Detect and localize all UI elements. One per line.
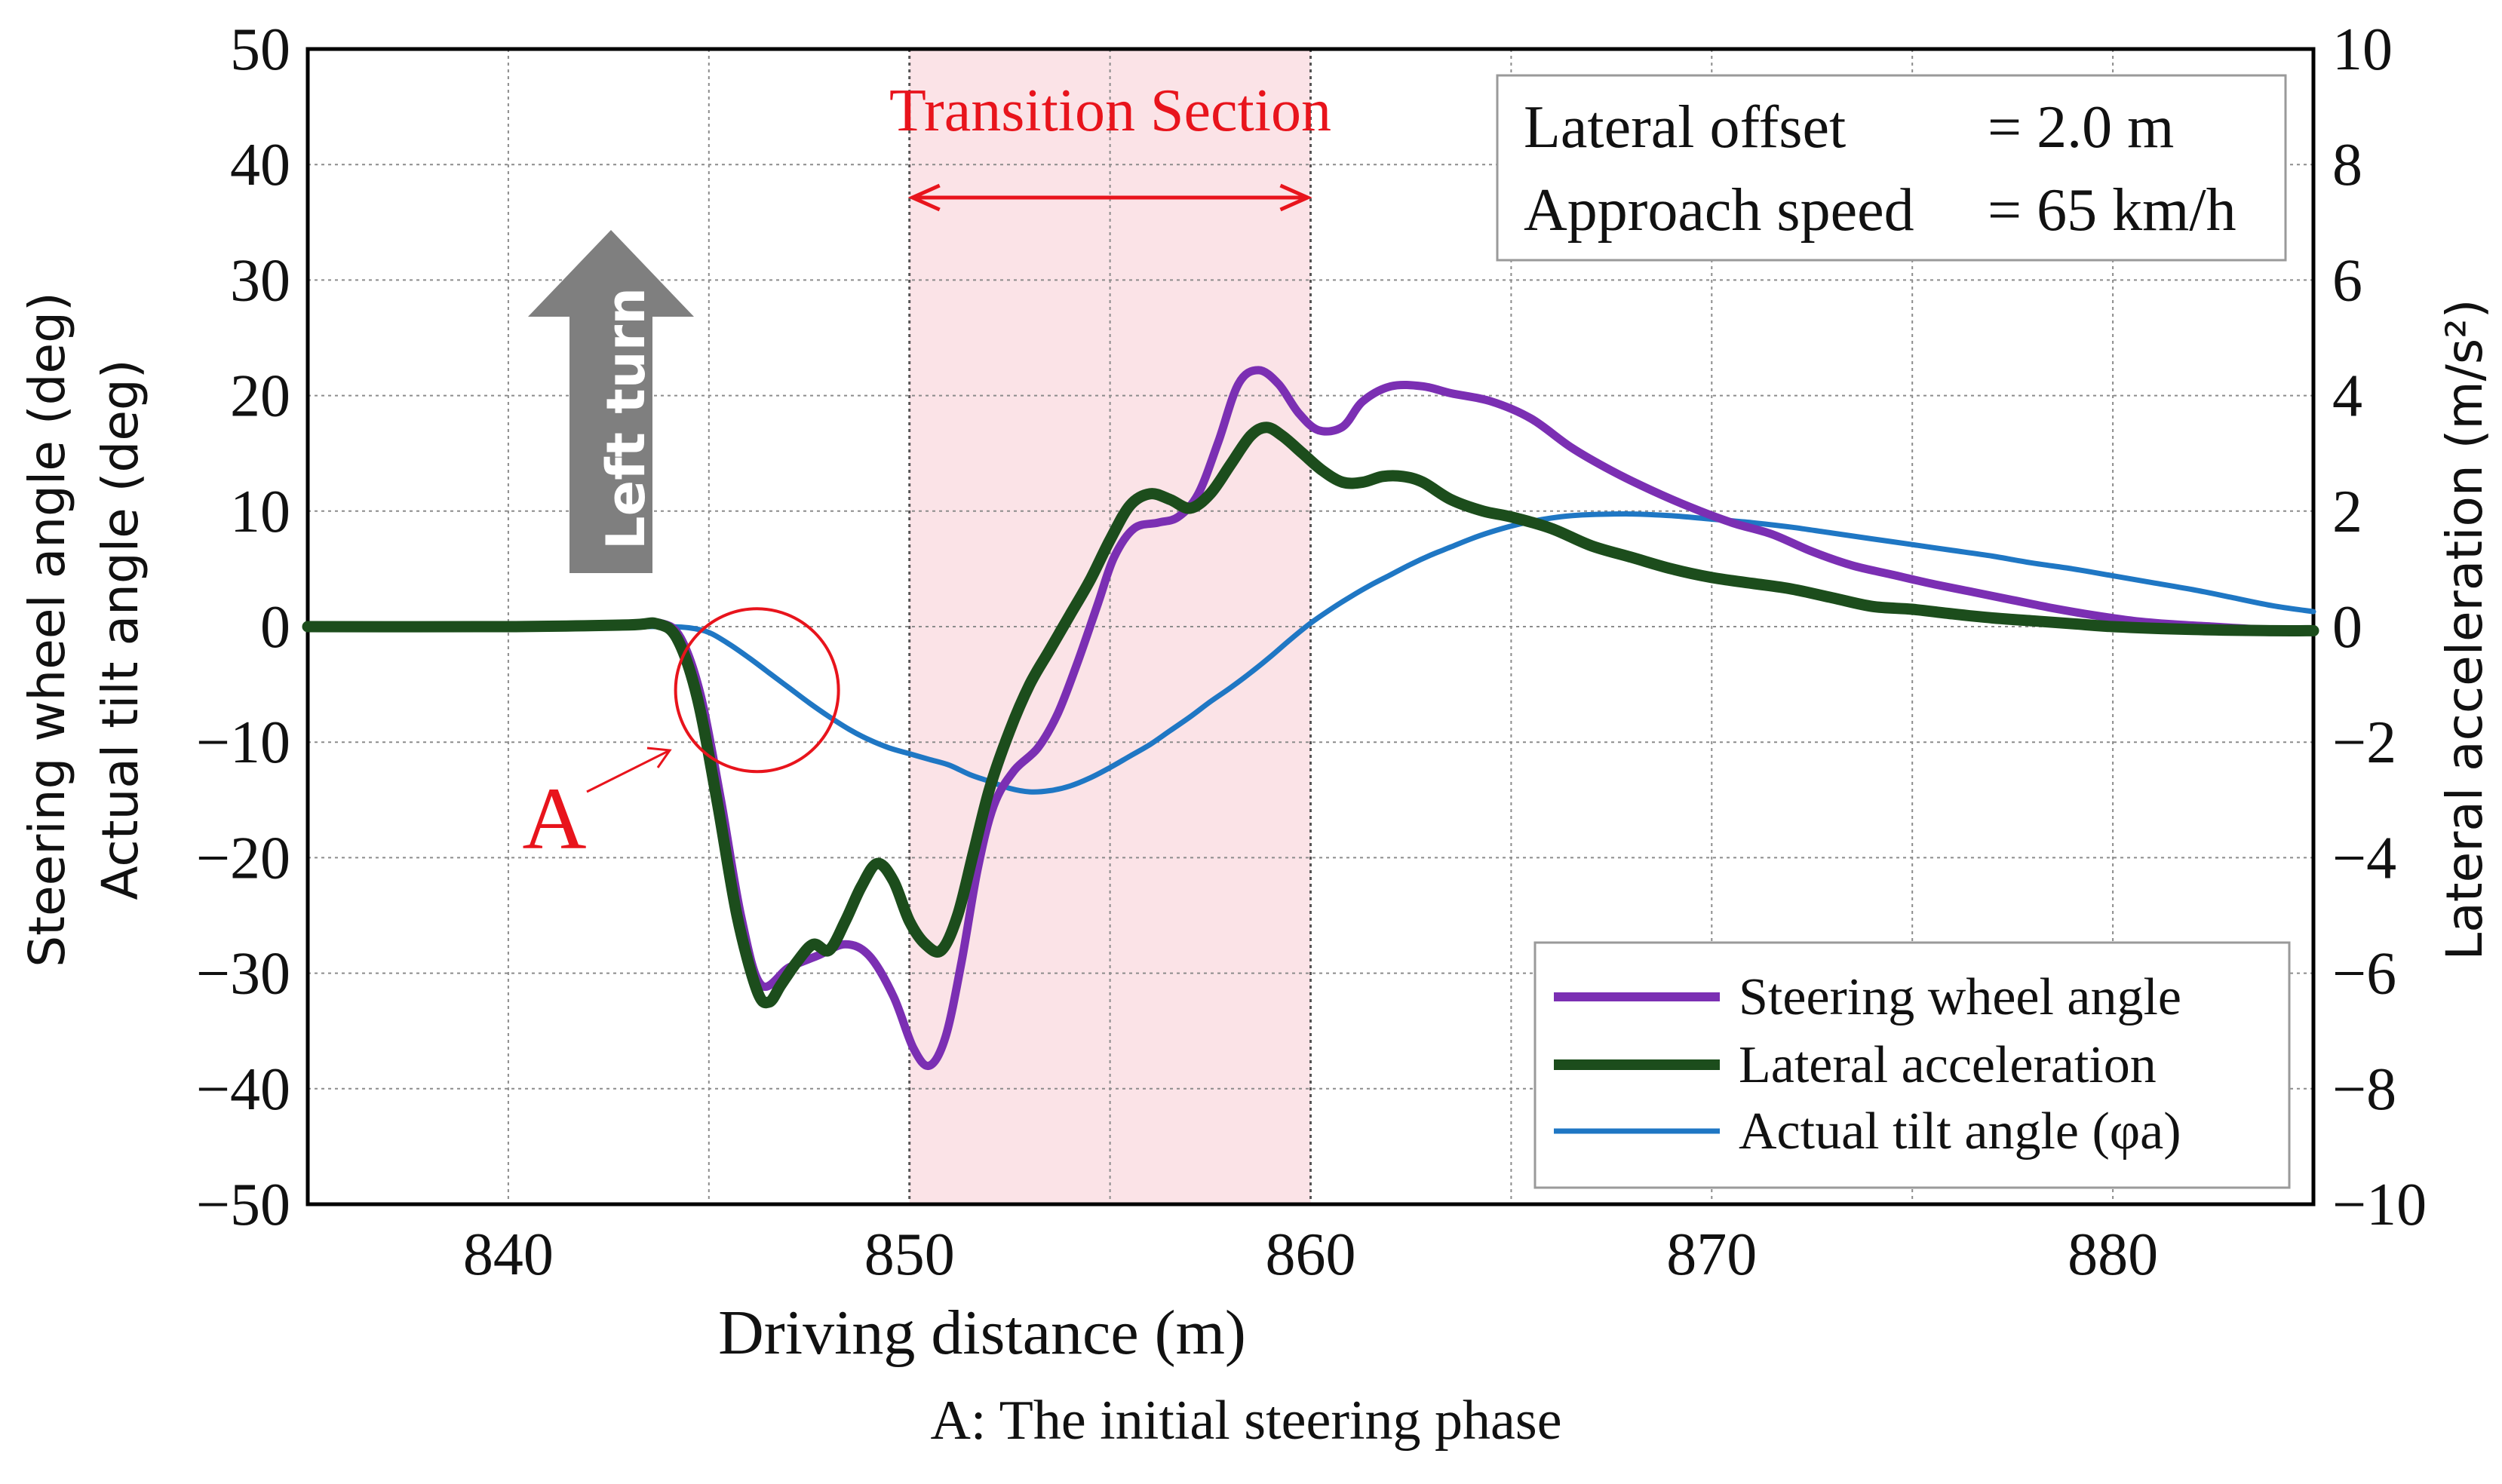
info-approach-speed-value: = 65 km/h bbox=[1988, 177, 2236, 244]
transition-arrow-left-head bbox=[907, 183, 941, 212]
annotation-pointer-head bbox=[646, 747, 672, 768]
series-line-2 bbox=[305, 511, 2316, 795]
annotation-a: A bbox=[522, 607, 840, 868]
left-y-tick-label: −10 bbox=[196, 710, 290, 776]
info-approach-speed-label: Approach speed bbox=[1524, 177, 1914, 244]
right-y-tick-label: −2 bbox=[2332, 710, 2396, 776]
right-y-tick-label: 0 bbox=[2332, 594, 2362, 661]
right-y-tick-label: −6 bbox=[2332, 941, 2396, 1007]
left-y-axis-title-line2: Actual tilt angle (deg) bbox=[91, 359, 149, 900]
series-layer bbox=[302, 366, 2319, 1071]
left-y-tick-label: 10 bbox=[230, 479, 290, 545]
x-tick-label: 870 bbox=[1666, 1222, 1757, 1288]
annotation-circle bbox=[674, 607, 840, 774]
legend-label-tilt: Actual tilt angle (φa) bbox=[1739, 1102, 2181, 1161]
left-y-tick-label: −50 bbox=[196, 1172, 290, 1238]
left-y-tick-label: −30 bbox=[196, 941, 290, 1007]
info-lateral-offset-label: Lateral offset bbox=[1524, 94, 1846, 161]
transition-arrow-right-head bbox=[1279, 183, 1312, 212]
x-tick-label: 880 bbox=[2068, 1222, 2158, 1288]
left-turn-arrow: Left turn bbox=[528, 230, 694, 573]
x-axis-title: Driving distance (m) bbox=[718, 1298, 1246, 1368]
left-y-tick-label: 40 bbox=[230, 132, 290, 198]
left-y-axis-title-line1: Steering wheel angle (deg) bbox=[18, 292, 76, 967]
right-y-tick-label: 4 bbox=[2332, 363, 2362, 430]
right-y-tick-label: 8 bbox=[2332, 132, 2362, 198]
right-y-axis-title: Lateral acceleration (m/s²) bbox=[2436, 299, 2494, 960]
legend-label-lateral: Lateral acceleration bbox=[1739, 1036, 2157, 1094]
x-tick-label: 850 bbox=[864, 1222, 955, 1288]
x-tick-label: 860 bbox=[1266, 1222, 1356, 1288]
right-y-tick-label: 6 bbox=[2332, 247, 2362, 314]
info-box-frame bbox=[1496, 74, 2287, 262]
left-y-tick-label: 30 bbox=[230, 247, 290, 314]
legend: Steering wheel angle Lateral acceleratio… bbox=[1533, 941, 2291, 1189]
x-tick-label: 840 bbox=[463, 1222, 554, 1288]
figure-caption: A: The initial steering phase bbox=[930, 1390, 1561, 1452]
series-line-0 bbox=[303, 366, 2318, 1071]
info-box: Lateral offset = 2.0 m Approach speed = … bbox=[1496, 74, 2287, 262]
right-y-tick-labels: −10 −8 −6 −4 −2 0 2 4 6 8 10 bbox=[2332, 17, 2427, 1238]
annotation-marker: A bbox=[522, 769, 586, 868]
left-y-tick-label: 50 bbox=[230, 17, 290, 83]
annotation-pointer-line bbox=[586, 749, 671, 793]
right-y-tick-label: −4 bbox=[2332, 825, 2396, 891]
left-y-tick-label: −20 bbox=[196, 825, 290, 891]
left-y-tick-label: 20 bbox=[230, 363, 290, 430]
series-line-1 bbox=[302, 422, 2319, 1009]
legend-frame bbox=[1533, 941, 2291, 1189]
right-y-tick-label: 2 bbox=[2332, 479, 2362, 545]
x-tick-labels: 840 850 860 870 880 bbox=[463, 1222, 2158, 1288]
transition-arrow bbox=[907, 183, 1312, 212]
right-y-tick-label: −10 bbox=[2332, 1172, 2427, 1238]
transition-section-label: Transition Section bbox=[889, 78, 1331, 144]
left-y-tick-label: −40 bbox=[196, 1056, 290, 1123]
left-turn-arrow-label: Left turn bbox=[595, 287, 657, 550]
legend-label-steering: Steering wheel angle bbox=[1739, 968, 2181, 1026]
info-lateral-offset-value: = 2.0 m bbox=[1988, 94, 2174, 161]
left-y-tick-label: 0 bbox=[260, 594, 290, 661]
right-y-tick-label: −8 bbox=[2332, 1056, 2396, 1123]
right-y-tick-label: 10 bbox=[2332, 17, 2393, 83]
left-turn-arrow-shape bbox=[528, 230, 694, 573]
left-y-tick-labels: −50 −40 −30 −20 −10 0 10 20 30 40 50 bbox=[196, 17, 290, 1238]
